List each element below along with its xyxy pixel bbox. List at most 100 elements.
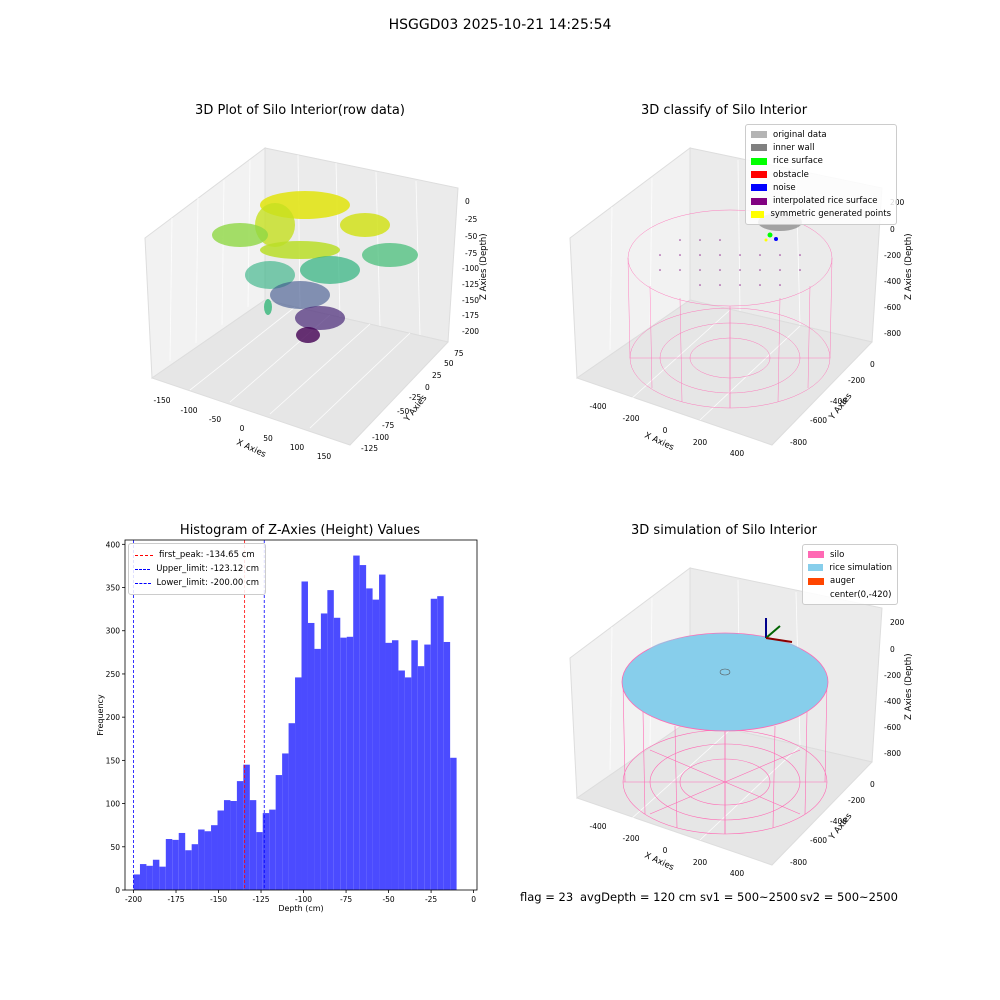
x-tick-label: 0 bbox=[471, 895, 476, 904]
legend-swatch bbox=[808, 591, 824, 598]
histogram-bar bbox=[249, 800, 257, 890]
simulation-z-label: Z Axies (Depth) bbox=[904, 653, 914, 720]
svg-text:-600: -600 bbox=[884, 723, 901, 732]
rice-surface-top-shade bbox=[645, 634, 805, 678]
svg-text:-600: -600 bbox=[884, 303, 901, 312]
histogram-bar bbox=[139, 864, 147, 890]
classify-y-ticks: -800 -600 -400 -200 0 bbox=[790, 360, 875, 447]
svg-text:0: 0 bbox=[240, 424, 245, 433]
histogram-frame bbox=[124, 539, 478, 891]
y-tick-label: 350 bbox=[106, 584, 121, 593]
histogram-bar bbox=[391, 640, 399, 890]
classify-legend: original data inner wall rice surface ob… bbox=[745, 124, 897, 226]
svg-text:0: 0 bbox=[870, 780, 875, 789]
svg-text:-400: -400 bbox=[830, 397, 847, 406]
histogram-bar bbox=[314, 648, 321, 890]
histogram-bar bbox=[372, 599, 380, 890]
raw-plot-title: 3D Plot of Silo Interior(row data) bbox=[195, 103, 405, 118]
simulation-x-label: X Axies bbox=[643, 851, 676, 874]
svg-text:400: 400 bbox=[730, 449, 745, 458]
histogram-bar bbox=[256, 832, 263, 890]
sv2-stat: sv2 = 500~2500 bbox=[800, 890, 898, 904]
svg-text:-600: -600 bbox=[810, 416, 827, 425]
histogram-bar bbox=[340, 637, 347, 890]
histogram-bar bbox=[165, 839, 173, 890]
histogram-bar bbox=[404, 677, 412, 890]
svg-text:0: 0 bbox=[890, 225, 895, 234]
simulation-y-label: Y Axies bbox=[827, 811, 855, 843]
histogram-bar bbox=[159, 866, 166, 890]
simulation-x-ticks: -400 -200 0 200 400 bbox=[589, 822, 744, 878]
svg-text:75: 75 bbox=[454, 349, 464, 358]
legend-item: inner wall bbox=[751, 141, 891, 154]
classify-z-ticks: 200 0 -200 -400 -600 -800 bbox=[884, 198, 905, 338]
svg-text:-150: -150 bbox=[462, 296, 479, 305]
histogram-bar bbox=[333, 617, 341, 890]
legend-item: symmetric generated points bbox=[751, 208, 891, 221]
orientation-axes-icon bbox=[765, 618, 793, 643]
svg-text:200: 200 bbox=[693, 438, 708, 447]
svg-text:-800: -800 bbox=[884, 749, 901, 758]
svg-text:0: 0 bbox=[465, 197, 470, 206]
raw-3d-plot: X Axies Y Axies Z Axies (Depth) -150 -10… bbox=[144, 147, 489, 461]
histogram-chart: -200 -175 -150 -125 -100 -75 -50 -25 0 0 50 100 150… bbox=[96, 539, 478, 913]
svg-text:-400: -400 bbox=[589, 822, 606, 831]
histogram-bar bbox=[191, 844, 199, 890]
histogram-bar bbox=[185, 850, 192, 890]
svg-text:0: 0 bbox=[870, 360, 875, 369]
silo-simulation-wireframe bbox=[622, 681, 828, 835]
legend-item: noise bbox=[751, 181, 891, 194]
svg-text:200: 200 bbox=[890, 618, 905, 627]
classify-markers bbox=[764, 232, 778, 242]
x-tick-label: -50 bbox=[382, 895, 394, 904]
simulation-z-ticks: 200 0 -200 -400 -600 -800 bbox=[884, 618, 905, 758]
svg-text:-400: -400 bbox=[589, 402, 606, 411]
svg-text:-100: -100 bbox=[372, 433, 389, 442]
simulation-legend: silo rice simulation auger center(0,-420… bbox=[802, 544, 898, 606]
histogram-bar bbox=[211, 825, 218, 890]
x-tick-label: -175 bbox=[167, 895, 184, 904]
figure-title: HSGGD03 2025-10-21 14:25:54 bbox=[388, 17, 612, 33]
histogram-bar bbox=[133, 874, 140, 890]
svg-text:-600: -600 bbox=[810, 836, 827, 845]
svg-text:-800: -800 bbox=[884, 329, 901, 338]
raw-x-ticks: -150 -100 -50 0 50 100 150 bbox=[153, 396, 331, 461]
svg-text:400: 400 bbox=[730, 869, 745, 878]
x-tick-label: -150 bbox=[210, 895, 227, 904]
legend-swatch bbox=[135, 582, 151, 584]
svg-text:-200: -200 bbox=[848, 796, 865, 805]
histogram-bar bbox=[178, 832, 186, 890]
svg-text:-25: -25 bbox=[409, 393, 421, 402]
classify-z-label: Z Axies (Depth) bbox=[904, 233, 914, 300]
histogram-bar bbox=[243, 764, 250, 890]
histogram-bar bbox=[223, 800, 231, 890]
histogram-bar bbox=[236, 781, 244, 890]
simulation-y-ticks: -800 -600 -400 -200 0 bbox=[790, 780, 875, 867]
svg-text:-50: -50 bbox=[209, 415, 221, 424]
histogram-bar bbox=[450, 757, 457, 890]
y-tick-label: 400 bbox=[106, 540, 121, 549]
svg-text:-200: -200 bbox=[622, 414, 639, 423]
svg-text:0: 0 bbox=[425, 383, 430, 392]
histogram-bar bbox=[379, 574, 386, 890]
histogram-bar bbox=[437, 596, 444, 890]
svg-text:-175: -175 bbox=[462, 311, 479, 320]
histogram-y-label: Frequency bbox=[96, 694, 105, 736]
classify-y-label: Y Axies bbox=[827, 391, 855, 423]
legend-swatch bbox=[808, 551, 824, 559]
pane-floor bbox=[575, 719, 873, 866]
silo-wireframe bbox=[627, 209, 833, 409]
histogram-bar bbox=[424, 644, 431, 890]
histogram-bar bbox=[230, 800, 237, 890]
pane-floor bbox=[150, 299, 449, 446]
x-tick-label: -75 bbox=[340, 895, 352, 904]
histogram-bar bbox=[398, 670, 405, 890]
x-tick-label: -100 bbox=[295, 895, 312, 904]
svg-text:-800: -800 bbox=[790, 858, 807, 867]
x-tick-label: -200 bbox=[125, 895, 142, 904]
svg-text:-25: -25 bbox=[465, 215, 477, 224]
histogram-bar bbox=[262, 813, 270, 890]
legend-swatch bbox=[751, 210, 765, 218]
svg-text:-400: -400 bbox=[884, 277, 901, 286]
histogram-bar bbox=[198, 829, 205, 890]
